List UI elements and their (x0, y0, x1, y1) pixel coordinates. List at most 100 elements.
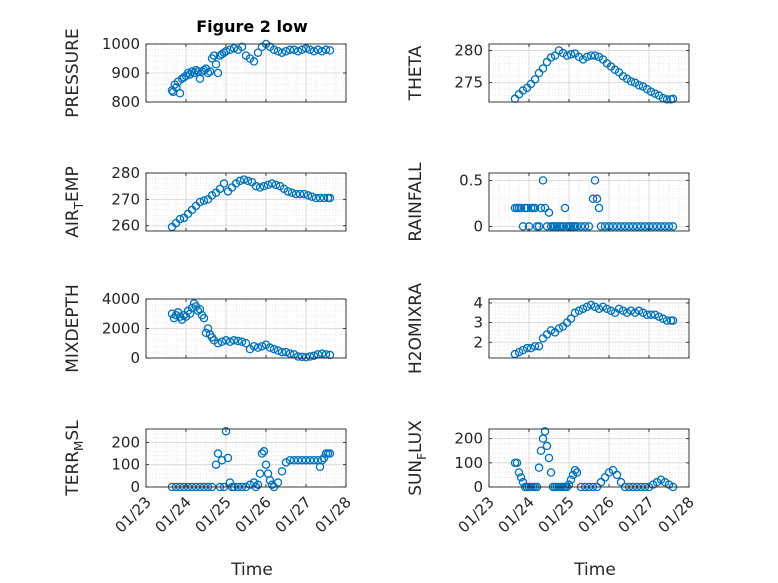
data-point (273, 346, 283, 355)
data-point (309, 351, 319, 361)
data-point (570, 465, 580, 475)
data-point (596, 222, 606, 231)
data-point (618, 306, 628, 316)
data-point (233, 336, 243, 346)
data-point (586, 51, 596, 60)
y-tick-label: 1000 (102, 35, 140, 53)
data-point (534, 463, 544, 472)
subplot-air_temp: 260 270 280 AIRTEMP (63, 164, 347, 238)
data-point (319, 193, 329, 203)
data-point (554, 324, 564, 333)
data-point (560, 203, 570, 213)
data-point (221, 47, 231, 56)
data-point (592, 194, 602, 204)
data-point (211, 460, 221, 469)
data-point (309, 47, 319, 56)
subplot-theta: 275 280 THETA (406, 41, 690, 104)
data-point (622, 308, 632, 318)
data-point (277, 48, 287, 57)
data-point (600, 222, 610, 231)
x-tick-label: 01/28 (655, 493, 698, 536)
y-tick-label: 0 (473, 478, 483, 496)
data-point (590, 302, 600, 312)
data-point (291, 189, 301, 199)
axes-box (145, 172, 347, 232)
y-tick-label: 275 (454, 74, 483, 92)
data-point (526, 343, 536, 353)
data-point (590, 176, 600, 185)
data-point (317, 47, 327, 56)
data-point (566, 314, 576, 323)
data-point (297, 455, 307, 465)
data-point (598, 302, 608, 312)
data-point (273, 47, 283, 56)
data-point (175, 89, 185, 98)
y-axis-label: THETA (406, 45, 426, 101)
data-point (293, 455, 303, 465)
data-point (325, 46, 335, 55)
data-point (221, 426, 231, 436)
data-point (305, 455, 315, 465)
data-point (584, 222, 594, 231)
axes-box (488, 298, 690, 359)
data-point (213, 68, 223, 78)
data-point (289, 45, 299, 55)
data-point (195, 305, 205, 314)
x-tick-label: 01/24 (152, 493, 195, 536)
data-point (305, 45, 315, 55)
data-point (580, 222, 590, 231)
data-point (325, 350, 335, 360)
data-point (191, 65, 201, 75)
data-point (566, 475, 576, 484)
data-point (612, 222, 622, 231)
data-point (317, 349, 327, 358)
data-point (287, 188, 297, 198)
data-point (572, 222, 582, 231)
y-tick-label: 200 (111, 433, 140, 451)
data-point (668, 222, 678, 231)
y-tick-label: 900 (111, 64, 140, 82)
data-point (586, 300, 596, 310)
data-point (550, 51, 560, 60)
data-point (277, 467, 287, 476)
data-point (582, 52, 592, 62)
subplot-mixdepth: 0 2000 4000 MIXDEPTH (63, 284, 347, 373)
data-point (253, 480, 263, 490)
data-point (249, 57, 259, 66)
data-point (263, 180, 273, 190)
data-point (211, 60, 221, 69)
data-point (203, 324, 213, 333)
data-point (662, 316, 672, 325)
data-point (255, 469, 265, 478)
data-point (269, 45, 279, 55)
x-tick-label: 01/25 (535, 493, 578, 536)
data-point (185, 309, 195, 318)
data-point (219, 179, 229, 188)
data-point (544, 208, 554, 217)
data-point (307, 192, 317, 201)
data-point (514, 347, 524, 357)
data-point (534, 222, 544, 231)
data-point (546, 468, 556, 477)
y-axis-label: PRESSURE (63, 28, 83, 117)
data-point (273, 478, 283, 487)
data-point (229, 336, 239, 345)
data-point (668, 316, 678, 325)
data-point (636, 222, 646, 231)
data-point (534, 341, 544, 351)
data-point (664, 222, 674, 231)
data-point (253, 48, 263, 57)
data-point (267, 179, 277, 188)
x-tick-label: 01/24 (495, 493, 538, 536)
data-point (315, 193, 325, 203)
y-tick-label: 0.5 (459, 171, 483, 189)
y-tick-label: 270 (111, 190, 140, 208)
y-tick-label: 100 (454, 454, 483, 472)
data-point (632, 222, 642, 231)
data-point (297, 45, 307, 55)
data-point (594, 304, 604, 314)
data-point (654, 312, 664, 321)
data-point (614, 304, 624, 314)
data-point (656, 222, 666, 231)
